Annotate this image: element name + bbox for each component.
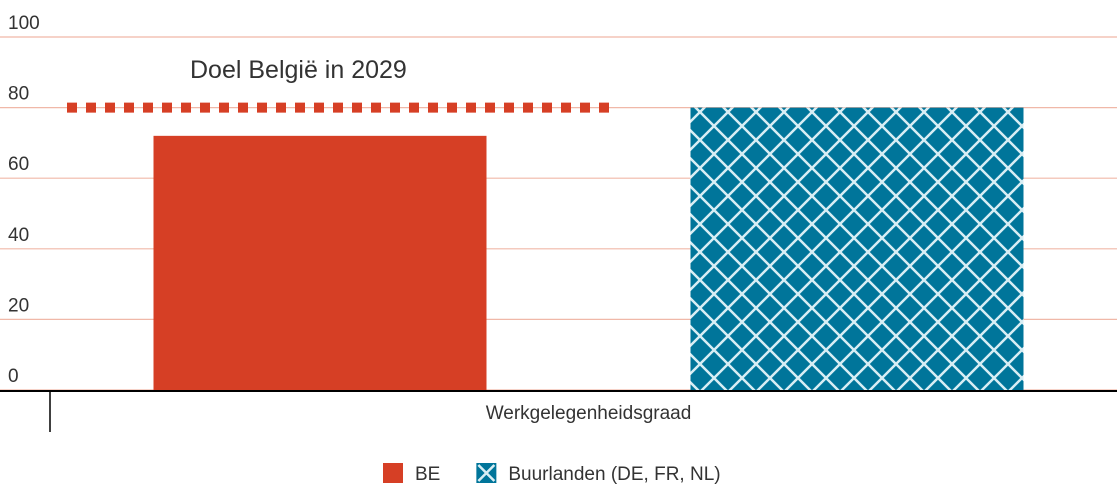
y-tick-label: 80 bbox=[8, 84, 29, 105]
target-label: Doel België in 2029 bbox=[190, 56, 407, 84]
bar bbox=[690, 107, 1024, 390]
legend-label: BE bbox=[415, 464, 440, 485]
y-tick-label: 100 bbox=[8, 13, 40, 34]
y-tick-label: 0 bbox=[8, 366, 19, 387]
x-tick-label: Werkgelegenheidsgraad bbox=[486, 403, 692, 424]
y-tick-label: 60 bbox=[8, 154, 29, 175]
legend-swatch bbox=[383, 463, 403, 483]
y-tick-label: 40 bbox=[8, 225, 29, 246]
y-tick-label: 20 bbox=[8, 295, 29, 316]
bar bbox=[153, 135, 487, 390]
legend-swatch-cross bbox=[477, 464, 496, 482]
legend-label: Buurlanden (DE, FR, NL) bbox=[508, 464, 720, 485]
